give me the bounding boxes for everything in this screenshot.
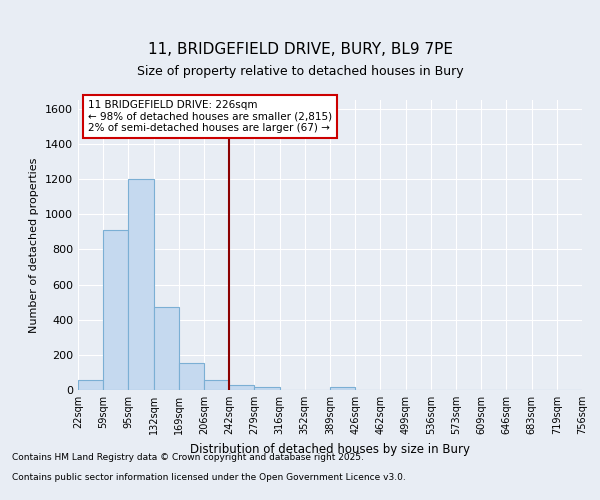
Text: 11 BRIDGEFIELD DRIVE: 226sqm
← 98% of detached houses are smaller (2,815)
2% of : 11 BRIDGEFIELD DRIVE: 226sqm ← 98% of de…	[88, 100, 332, 133]
Bar	[204, 380, 229, 390]
Bar	[154, 308, 179, 390]
Bar	[103, 230, 128, 390]
Text: 11, BRIDGEFIELD DRIVE, BURY, BL9 7PE: 11, BRIDGEFIELD DRIVE, BURY, BL9 7PE	[148, 42, 452, 58]
Text: Size of property relative to detached houses in Bury: Size of property relative to detached ho…	[137, 64, 463, 78]
Bar	[128, 179, 154, 390]
Text: Contains public sector information licensed under the Open Government Licence v3: Contains public sector information licen…	[12, 474, 406, 482]
Bar	[179, 363, 204, 390]
Text: Contains HM Land Registry data © Crown copyright and database right 2025.: Contains HM Land Registry data © Crown c…	[12, 454, 364, 462]
Y-axis label: Number of detached properties: Number of detached properties	[29, 158, 40, 332]
Bar	[78, 380, 103, 390]
Bar	[330, 388, 355, 390]
Bar	[254, 388, 280, 390]
Bar	[229, 384, 254, 390]
X-axis label: Distribution of detached houses by size in Bury: Distribution of detached houses by size …	[190, 442, 470, 456]
